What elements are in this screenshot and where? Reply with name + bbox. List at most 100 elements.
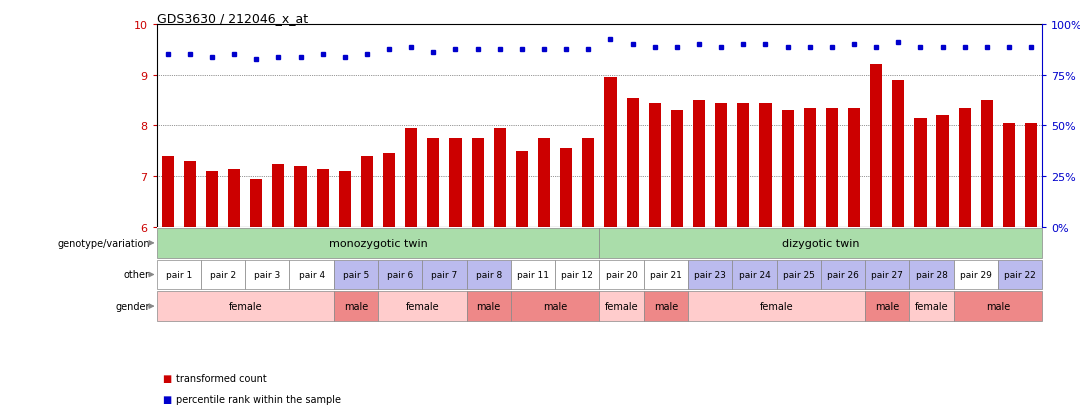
Text: pair 21: pair 21 (650, 271, 681, 279)
Bar (245, 260, 289, 290)
Bar (383, 154, 395, 228)
Bar (428, 139, 440, 228)
Text: female: female (605, 301, 638, 311)
Text: pair 27: pair 27 (872, 271, 903, 279)
Text: pair 7: pair 7 (431, 271, 458, 279)
Text: male: male (986, 301, 1010, 311)
Bar (251, 179, 262, 228)
Text: male: male (653, 301, 678, 311)
Bar (804, 109, 815, 228)
Bar (405, 129, 417, 228)
Text: female: female (228, 301, 262, 311)
Text: pair 1: pair 1 (165, 271, 192, 279)
Text: pair 26: pair 26 (827, 271, 859, 279)
Bar (605, 78, 617, 228)
Text: pair 12: pair 12 (562, 271, 593, 279)
Bar (494, 129, 505, 228)
Text: pair 4: pair 4 (298, 271, 325, 279)
Bar (826, 109, 838, 228)
Bar (959, 109, 971, 228)
Bar (759, 103, 771, 228)
Bar (715, 103, 727, 228)
Bar (626, 98, 638, 228)
Text: pair 29: pair 29 (960, 271, 991, 279)
Bar (228, 169, 240, 228)
Bar (649, 103, 661, 228)
Bar (511, 292, 599, 321)
Bar (295, 167, 307, 228)
Bar (511, 260, 555, 290)
Bar (184, 161, 195, 228)
Bar (157, 260, 201, 290)
Bar (378, 260, 422, 290)
Bar (909, 292, 954, 321)
Bar (201, 260, 245, 290)
Bar (1003, 123, 1015, 228)
Text: transformed count: transformed count (176, 373, 267, 383)
Bar (981, 101, 993, 228)
Bar (688, 292, 865, 321)
Text: gender: gender (116, 301, 150, 311)
Bar (738, 103, 750, 228)
Text: pair 25: pair 25 (783, 271, 814, 279)
Text: pair 8: pair 8 (475, 271, 502, 279)
Bar (555, 260, 599, 290)
Bar (599, 228, 1042, 258)
Text: pair 22: pair 22 (1004, 271, 1036, 279)
Bar (998, 260, 1042, 290)
Bar (954, 292, 1042, 321)
Bar (909, 260, 954, 290)
Text: pair 3: pair 3 (254, 271, 281, 279)
Bar (936, 116, 948, 228)
Bar (777, 260, 821, 290)
Bar (848, 109, 860, 228)
Bar (378, 292, 467, 321)
Bar (644, 292, 688, 321)
Text: genotype/variation: genotype/variation (57, 238, 150, 248)
Text: pair 23: pair 23 (694, 271, 726, 279)
Bar (289, 260, 334, 290)
Bar (599, 260, 644, 290)
Bar (915, 119, 927, 228)
Bar (162, 157, 174, 228)
Bar (954, 260, 998, 290)
Text: monozygotic twin: monozygotic twin (328, 238, 428, 248)
Bar (1025, 123, 1037, 228)
Bar (865, 260, 909, 290)
Bar (272, 164, 284, 228)
Bar (422, 260, 467, 290)
Bar (157, 228, 599, 258)
Bar (892, 81, 904, 228)
Bar (870, 65, 882, 228)
Text: pair 2: pair 2 (210, 271, 237, 279)
Bar (361, 157, 373, 228)
Text: pair 6: pair 6 (387, 271, 414, 279)
Text: other: other (123, 270, 150, 280)
Text: ■: ■ (162, 394, 172, 404)
Text: male: male (543, 301, 567, 311)
Bar (334, 260, 378, 290)
Bar (782, 111, 794, 228)
Bar (538, 139, 550, 228)
Bar (671, 111, 683, 228)
Text: male: male (476, 301, 501, 311)
Text: male: male (343, 301, 368, 311)
Bar (516, 152, 528, 228)
Bar (865, 292, 909, 321)
Bar (206, 172, 218, 228)
Text: dizygotic twin: dizygotic twin (782, 238, 860, 248)
Bar (467, 260, 511, 290)
Bar (732, 260, 777, 290)
Bar (467, 292, 511, 321)
Text: pair 5: pair 5 (342, 271, 369, 279)
Bar (821, 260, 865, 290)
Bar (339, 172, 351, 228)
Text: percentile rank within the sample: percentile rank within the sample (176, 394, 341, 404)
Text: pair 24: pair 24 (739, 271, 770, 279)
Bar (693, 101, 705, 228)
Text: ■: ■ (162, 373, 172, 383)
Text: pair 28: pair 28 (916, 271, 947, 279)
Bar (449, 139, 461, 228)
Bar (157, 292, 334, 321)
Bar (688, 260, 732, 290)
